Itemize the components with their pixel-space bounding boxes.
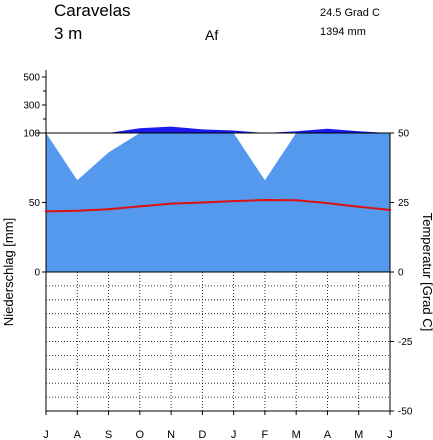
climate-class: Af [205,27,218,43]
annual-precipitation: 1394 mm [320,26,366,38]
left-tick-label: 300 [23,101,40,112]
right-tick-label: 0 [398,268,404,279]
month-label: O [136,429,145,440]
month-label: F [262,429,269,440]
left-tick-label: 50 [29,198,41,209]
temperature-point [169,202,173,205]
precipitation-perhumid-area [46,126,390,133]
station-elevation: 3 m [54,24,82,43]
tick-labels: 0 50 100 300 500 -50 -25 0 25 50 J A S O N D J F M A M J [23,73,413,440]
month-label: S [105,429,112,440]
month-label: J [43,429,49,440]
temperature-point [294,199,298,202]
temperature-line [45,198,391,213]
station-name: Caravelas [54,1,131,20]
month-label: M [354,429,363,440]
right-tick-label: 50 [398,129,410,140]
temperature-point [326,201,329,205]
temperature-point [388,208,392,212]
month-label: A [324,429,332,440]
right-tick-label: -50 [398,407,413,418]
temperature-point [138,205,142,208]
temperature-point [357,205,360,208]
right-tick-label: -25 [398,337,413,348]
precipitation-areas [46,126,390,272]
month-label: J [387,429,393,440]
left-tick-label: 0 [34,268,40,279]
temperature-point [107,207,110,211]
month-label: J [231,429,237,440]
left-tick-label: 100 [23,129,40,140]
temperature-series [44,198,392,213]
month-label: N [167,429,175,440]
temperature-point [44,210,48,213]
mean-temperature: 24.5 Grad C [320,7,380,19]
month-label: M [292,429,301,440]
right-tick-label: 25 [398,198,410,209]
grid-lines [46,272,390,412]
temperature-point [201,201,204,204]
temperature-point [232,199,235,203]
right-axis-label: Temperatur [Grad C] [420,213,433,332]
left-axis-label: Niederschlag [mm] [1,218,16,326]
temperature-point [76,209,79,213]
left-tick-label: 500 [23,73,40,84]
month-label: A [74,429,82,440]
temperature-point [263,198,267,202]
month-label: D [198,429,206,440]
